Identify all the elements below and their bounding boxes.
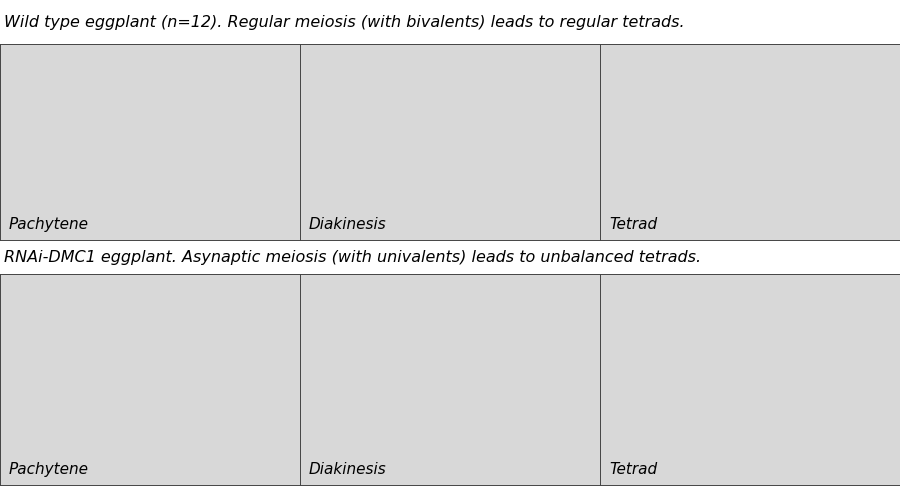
Text: Diakinesis: Diakinesis xyxy=(309,217,386,232)
Text: Tetrad: Tetrad xyxy=(609,217,657,232)
Text: Tetrad: Tetrad xyxy=(609,462,657,477)
Text: Diakinesis: Diakinesis xyxy=(309,462,386,477)
Text: RNAi-DMC1 eggplant. Asynaptic meiosis (with univalents) leads to unbalanced tetr: RNAi-DMC1 eggplant. Asynaptic meiosis (w… xyxy=(4,250,702,265)
Text: Pachytene: Pachytene xyxy=(9,217,89,232)
Text: Wild type eggplant (n=12). Regular meiosis (with bivalents) leads to regular tet: Wild type eggplant (n=12). Regular meios… xyxy=(4,15,685,29)
Text: Pachytene: Pachytene xyxy=(9,462,89,477)
